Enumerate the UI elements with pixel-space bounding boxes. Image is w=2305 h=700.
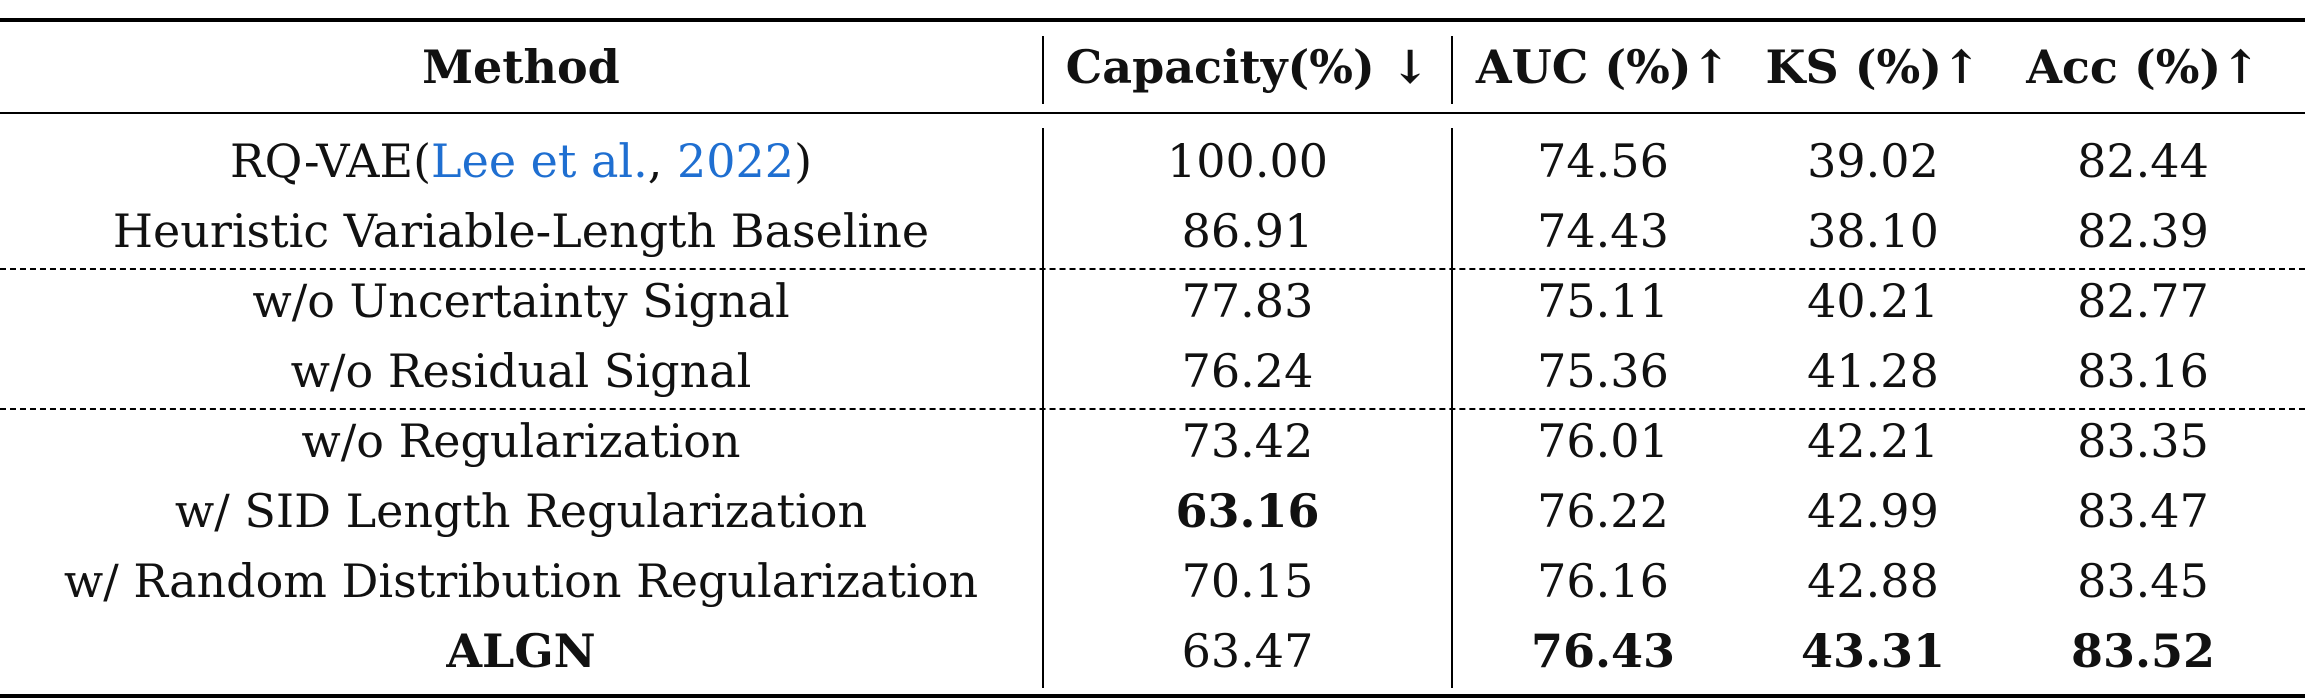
row-heuristic-auc: 74.43	[1537, 204, 1669, 258]
row-random-distribution-method: w/ Random Distribution Regularization	[63, 554, 979, 608]
citation-separator: ,	[647, 134, 677, 188]
top-rule	[0, 18, 2305, 22]
header-method: Method	[422, 40, 620, 94]
group-divider-1	[0, 268, 2305, 270]
row-random-distribution-capacity: 70.15	[1181, 554, 1314, 608]
method-suffix: )	[794, 134, 813, 188]
column-separator-capacity-head	[1451, 36, 1453, 104]
row-no-uncertainty-method: w/o Uncertainty Signal	[252, 274, 790, 328]
row-rq-vae-auc: 74.56	[1537, 134, 1669, 188]
header-auc: AUC (%)↑	[1475, 40, 1731, 94]
column-separator-capacity-body	[1451, 128, 1453, 688]
group-divider-2	[0, 408, 2305, 410]
header-acc: Acc (%)↑	[2026, 40, 2260, 94]
row-sid-length-method: w/ SID Length Regularization	[174, 484, 868, 538]
citation-author-link[interactable]: Lee et al.	[431, 134, 648, 188]
row-heuristic-acc: 82.39	[2077, 204, 2209, 258]
citation-year-link[interactable]: 2022	[677, 134, 795, 188]
row-no-regularization-acc: 83.35	[2077, 414, 2209, 468]
row-algn-capacity: 63.47	[1181, 624, 1314, 678]
row-no-regularization-ks: 42.21	[1807, 414, 1939, 468]
row-no-residual-method: w/o Residual Signal	[290, 344, 752, 398]
header-capacity: Capacity(%) ↓	[1065, 40, 1430, 94]
row-algn-acc: 83.52	[2070, 624, 2216, 678]
row-sid-length-capacity: 63.16	[1175, 484, 1320, 538]
row-rq-vae-method: RQ-VAE(Lee et al., 2022)	[0, 126, 1042, 196]
row-heuristic-method: Heuristic Variable-Length Baseline	[112, 204, 930, 258]
row-rq-vae-ks: 39.02	[1807, 134, 1939, 188]
row-no-uncertainty-ks: 40.21	[1807, 274, 1939, 328]
method-prefix: RQ-VAE(	[229, 134, 432, 188]
row-algn-ks: 43.31	[1800, 624, 1946, 678]
row-no-regularization-capacity: 73.42	[1181, 414, 1314, 468]
row-no-residual-acc: 83.16	[2077, 344, 2209, 398]
row-no-residual-auc: 75.36	[1537, 344, 1669, 398]
row-random-distribution-auc: 76.16	[1537, 554, 1669, 608]
row-random-distribution-acc: 83.45	[2077, 554, 2209, 608]
row-heuristic-ks: 38.10	[1807, 204, 1939, 258]
row-no-residual-capacity: 76.24	[1181, 344, 1314, 398]
row-no-uncertainty-auc: 75.11	[1537, 274, 1669, 328]
row-rq-vae-acc: 82.44	[2077, 134, 2209, 188]
row-sid-length-acc: 83.47	[2077, 484, 2209, 538]
row-sid-length-auc: 76.22	[1537, 484, 1669, 538]
bottom-rule	[0, 694, 2305, 698]
row-no-uncertainty-acc: 82.77	[2077, 274, 2209, 328]
row-algn-method: ALGN	[446, 624, 596, 678]
row-no-regularization-auc: 76.01	[1537, 414, 1669, 468]
row-algn-auc: 76.43	[1530, 624, 1676, 678]
row-sid-length-ks: 42.99	[1807, 484, 1939, 538]
row-no-uncertainty-capacity: 77.83	[1181, 274, 1314, 328]
header-rule	[0, 112, 2305, 114]
row-no-residual-ks: 41.28	[1807, 344, 1939, 398]
row-rq-vae-capacity: 100.00	[1167, 134, 1328, 188]
row-no-regularization-method: w/o Regularization	[301, 414, 741, 468]
row-heuristic-capacity: 86.91	[1181, 204, 1314, 258]
column-separator-method-body	[1042, 128, 1044, 688]
header-ks: KS (%)↑	[1765, 40, 1981, 94]
row-random-distribution-ks: 42.88	[1807, 554, 1939, 608]
column-separator-method-head	[1042, 36, 1044, 104]
